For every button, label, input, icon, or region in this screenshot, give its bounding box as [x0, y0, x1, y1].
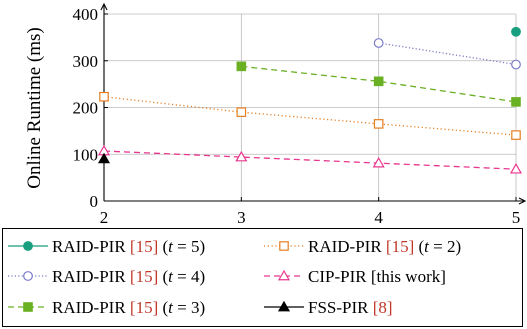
legend-item: CIP-PIR [this work] — [264, 267, 446, 286]
legend-marker — [277, 269, 291, 281]
legend-marker — [23, 271, 33, 281]
axes: 2 3 4 5 0 100 200 300 400 — [73, 2, 527, 227]
marker-square — [236, 61, 247, 72]
legend-label: CIP-PIR [this work] — [308, 267, 446, 286]
y-tick-label: 100 — [73, 145, 99, 164]
y-tick-label: 0 — [90, 192, 99, 211]
data-point — [511, 59, 521, 70]
series-4 — [97, 144, 523, 174]
marker-triangle — [97, 152, 111, 164]
legend-label: RAID-PIR [15] (t = 3) — [52, 298, 205, 317]
data-point — [97, 152, 111, 164]
marker-triangle — [235, 150, 248, 162]
series-2 — [99, 91, 521, 140]
series-3 — [373, 38, 521, 70]
data-point — [511, 130, 521, 140]
marker-circle — [23, 241, 33, 251]
legend-marker — [23, 302, 33, 312]
marker-square — [373, 76, 384, 87]
y-tick-label: 300 — [73, 52, 99, 71]
legend: RAID-PIR [15] (t = 5) RAID-PIR [15] (t = … — [2, 228, 523, 327]
data-point — [511, 97, 521, 107]
grid — [103, 13, 517, 202]
data-point — [372, 156, 385, 168]
legend-item: FSS-PIR [8] — [264, 298, 393, 317]
legend-marker — [277, 300, 291, 312]
x-tick-label: 3 — [237, 208, 246, 227]
legend-label: FSS-PIR [8] — [308, 298, 393, 317]
marker-circle — [373, 38, 384, 48]
data-point — [236, 61, 247, 72]
series-1 — [511, 26, 521, 37]
x-tick-label: 2 — [100, 208, 109, 227]
data-point — [236, 107, 247, 117]
marker-square — [99, 91, 109, 102]
marker-triangle — [277, 269, 291, 281]
data-point — [373, 76, 384, 87]
legend-label: RAID-PIR [15] (t = 2) — [308, 237, 461, 256]
marker-circle — [511, 59, 521, 70]
y-axis-label: Online Runtime (ms) — [24, 27, 45, 188]
legend-item: RAID-PIR [15] (t = 3) — [8, 298, 205, 317]
legend-label: RAID-PIR [15] (t = 4) — [52, 267, 205, 286]
marker-square — [236, 107, 247, 117]
data-point — [235, 150, 248, 162]
legend-item: RAID-PIR [15] (t = 5) — [8, 237, 205, 256]
data-point — [373, 119, 384, 129]
series-line — [103, 96, 517, 136]
series-line — [103, 150, 517, 170]
legend-box — [2, 228, 523, 327]
x-tick-label: 5 — [512, 208, 521, 227]
series-5 — [236, 61, 521, 107]
series-6 — [97, 152, 111, 164]
legend-item: RAID-PIR [15] (t = 4) — [8, 267, 205, 286]
marker-square — [373, 119, 384, 129]
y-tick-label: 400 — [73, 5, 99, 24]
marker-triangle — [372, 156, 385, 168]
plot-area — [97, 26, 523, 174]
data-point — [509, 163, 523, 174]
marker-square — [511, 97, 521, 107]
marker-triangle — [509, 163, 523, 174]
marker-square — [23, 302, 33, 312]
x-axis-arrow — [518, 197, 527, 205]
data-point — [373, 38, 384, 48]
series-line — [378, 42, 517, 66]
legend-label: RAID-PIR [15] (t = 5) — [52, 237, 205, 256]
legend-item: RAID-PIR [15] (t = 2) — [264, 237, 461, 256]
legend-marker — [279, 241, 289, 251]
marker-circle — [23, 271, 33, 281]
y-axis-arrow — [100, 2, 108, 11]
marker-square — [511, 130, 521, 140]
marker-triangle — [277, 300, 291, 312]
marker-square — [279, 241, 289, 251]
x-tick-label: 4 — [374, 208, 383, 227]
data-point — [511, 26, 521, 37]
data-point — [99, 91, 109, 102]
series-line — [241, 65, 517, 103]
y-tick-label: 200 — [73, 99, 99, 118]
marker-circle — [511, 26, 521, 37]
legend-marker — [23, 241, 33, 251]
